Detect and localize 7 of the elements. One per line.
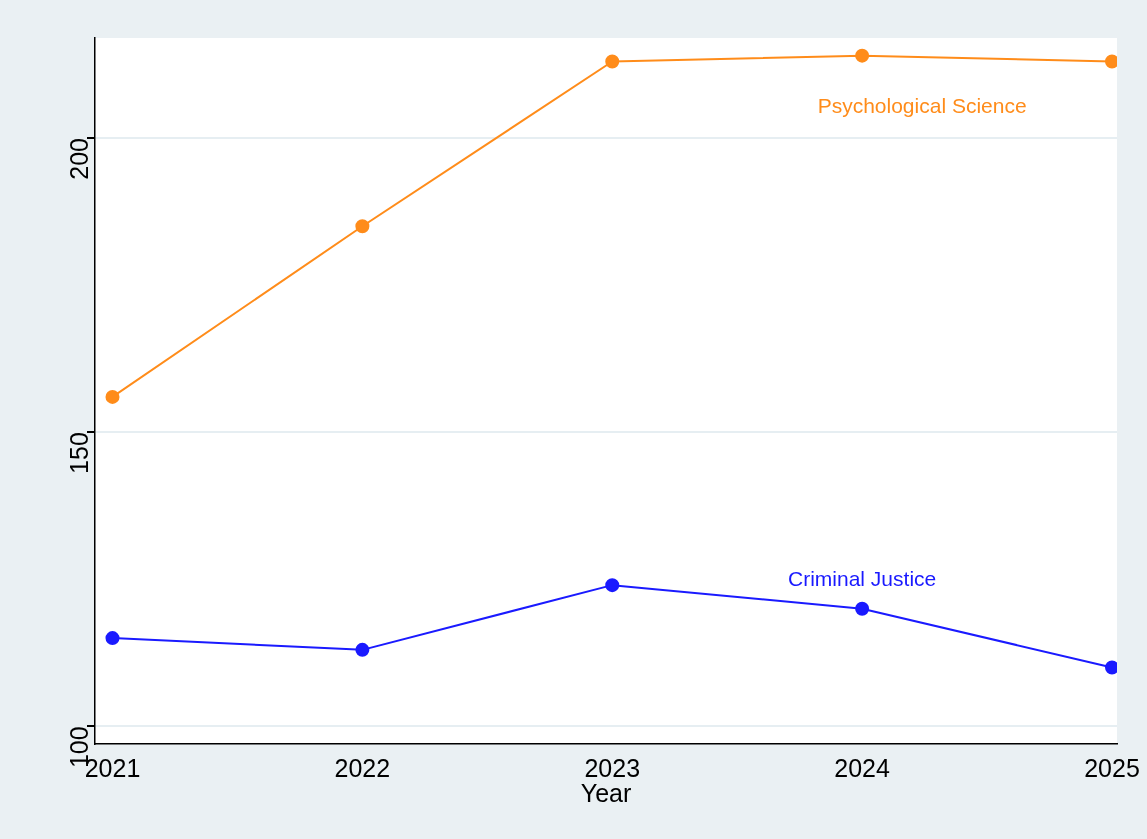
y-tick-label: 150 bbox=[64, 432, 93, 474]
x-tick-label: 2022 bbox=[334, 753, 391, 782]
series-label: Psychological Science bbox=[817, 94, 1027, 118]
series-label: Criminal Justice bbox=[788, 567, 937, 591]
y-tick-label: 200 bbox=[64, 138, 93, 180]
x-tick-label: 2024 bbox=[834, 753, 891, 782]
x-tick-label: 2025 bbox=[1084, 753, 1140, 782]
